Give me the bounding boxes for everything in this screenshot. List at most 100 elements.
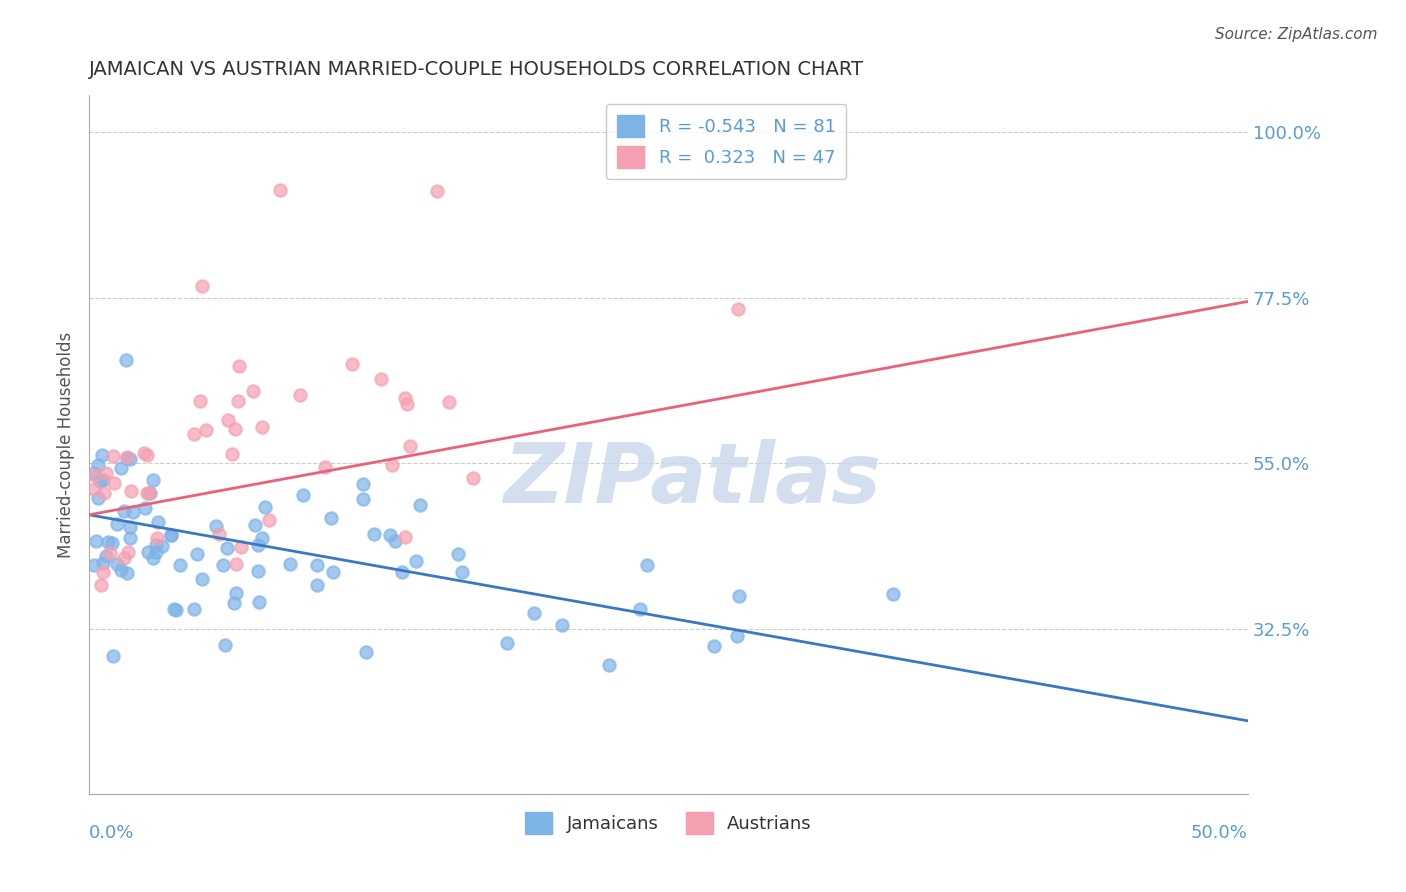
Point xyxy=(340,357,363,371)
Point xyxy=(91,473,114,487)
Point xyxy=(321,510,343,524)
Point xyxy=(215,541,238,555)
Point xyxy=(426,184,449,198)
Point xyxy=(183,427,205,442)
Point xyxy=(83,482,105,496)
Point xyxy=(89,474,111,488)
Point xyxy=(252,532,274,546)
Point xyxy=(148,515,170,529)
Point xyxy=(252,419,274,434)
Point xyxy=(122,505,145,519)
Point xyxy=(142,551,165,566)
Point xyxy=(363,527,385,541)
Point xyxy=(370,372,392,386)
Point xyxy=(384,534,406,549)
Point xyxy=(305,578,328,592)
Legend: Jamaicans, Austrians: Jamaicans, Austrians xyxy=(517,805,820,841)
Point xyxy=(145,538,167,552)
Point xyxy=(381,458,404,472)
Point xyxy=(523,607,546,621)
Point xyxy=(228,359,250,374)
Point xyxy=(352,492,374,507)
Point xyxy=(115,566,138,580)
Point xyxy=(186,547,208,561)
Point xyxy=(136,545,159,559)
Point xyxy=(396,397,419,411)
Point xyxy=(91,565,114,579)
Point xyxy=(83,467,105,482)
Point xyxy=(405,554,427,568)
Point xyxy=(110,564,132,578)
Point xyxy=(150,539,173,553)
Point xyxy=(398,439,420,453)
Point xyxy=(225,558,247,572)
Point xyxy=(93,486,115,500)
Point xyxy=(103,476,125,491)
Point xyxy=(378,528,401,542)
Point xyxy=(115,450,138,465)
Point xyxy=(96,549,118,563)
Point xyxy=(636,558,658,572)
Point xyxy=(86,491,108,506)
Point xyxy=(598,658,620,673)
Point xyxy=(87,458,110,472)
Point xyxy=(98,546,121,560)
Point xyxy=(139,486,162,500)
Point xyxy=(97,535,120,549)
Point xyxy=(224,596,246,610)
Point xyxy=(221,447,243,461)
Point xyxy=(218,413,240,427)
Point xyxy=(83,467,105,481)
Point xyxy=(212,558,235,573)
Point xyxy=(703,639,725,653)
Point xyxy=(93,556,115,570)
Point xyxy=(257,513,280,527)
Point xyxy=(103,648,125,663)
Point xyxy=(495,636,517,650)
Point xyxy=(120,531,142,545)
Point xyxy=(117,545,139,559)
Point xyxy=(190,279,212,293)
Point xyxy=(269,183,291,197)
Point xyxy=(103,449,125,463)
Point xyxy=(136,486,159,500)
Point xyxy=(224,422,246,436)
Point xyxy=(214,638,236,652)
Point xyxy=(322,566,344,580)
Point xyxy=(394,391,416,405)
Point xyxy=(288,388,311,402)
Point xyxy=(135,448,157,462)
Point xyxy=(551,618,574,632)
Point xyxy=(115,353,138,368)
Text: ZIPatlas: ZIPatlas xyxy=(503,440,880,520)
Point xyxy=(245,518,267,533)
Point xyxy=(191,573,214,587)
Point xyxy=(90,448,112,462)
Point xyxy=(105,517,128,532)
Point xyxy=(163,602,186,616)
Point xyxy=(118,520,141,534)
Point xyxy=(725,629,748,643)
Point xyxy=(90,577,112,591)
Y-axis label: Married-couple Households: Married-couple Households xyxy=(58,332,75,558)
Text: 50.0%: 50.0% xyxy=(1191,824,1249,842)
Point xyxy=(247,564,270,578)
Point xyxy=(120,483,142,498)
Point xyxy=(83,558,105,572)
Point xyxy=(94,466,117,480)
Text: 0.0%: 0.0% xyxy=(89,824,135,842)
Point xyxy=(253,500,276,514)
Point xyxy=(352,477,374,491)
Point xyxy=(314,460,336,475)
Text: JAMAICAN VS AUSTRIAN MARRIED-COUPLE HOUSEHOLDS CORRELATION CHART: JAMAICAN VS AUSTRIAN MARRIED-COUPLE HOUS… xyxy=(89,60,865,78)
Point xyxy=(208,526,231,541)
Point xyxy=(183,602,205,616)
Point xyxy=(165,603,187,617)
Point xyxy=(160,527,183,541)
Point xyxy=(188,393,211,408)
Point xyxy=(226,394,249,409)
Point xyxy=(394,530,416,544)
Point xyxy=(882,587,904,601)
Point xyxy=(194,423,217,437)
Point xyxy=(291,488,314,502)
